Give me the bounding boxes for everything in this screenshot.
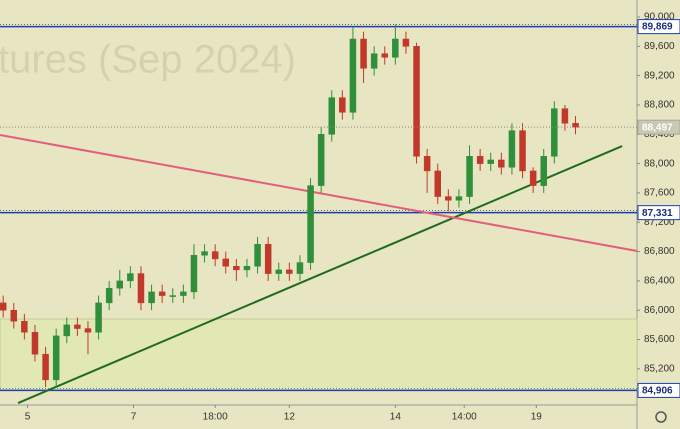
- candle-body: [0, 302, 7, 311]
- candle-body: [148, 291, 155, 304]
- x-tick-label: 18:00: [203, 412, 228, 423]
- y-tick-label: 88,000: [644, 158, 675, 169]
- candle-body: [572, 123, 579, 128]
- candle-body: [84, 328, 92, 333]
- candle-body: [42, 353, 49, 381]
- candle-body: [339, 97, 346, 113]
- y-tick-label: 86,400: [644, 276, 675, 287]
- candle-body: [529, 170, 537, 186]
- candle-body: [74, 324, 81, 329]
- candle-body: [211, 251, 219, 260]
- candle-body: [275, 269, 283, 274]
- level-tag: 84,906: [642, 386, 673, 397]
- trend-line: [0, 134, 638, 252]
- x-tick-label: 14: [390, 412, 402, 423]
- x-tick-label: 12: [284, 412, 296, 423]
- y-tick-label: 85,600: [644, 334, 675, 345]
- candle-body: [233, 265, 240, 271]
- candle-body: [498, 159, 505, 168]
- candle-body: [180, 291, 187, 296]
- candle-body: [95, 302, 102, 333]
- candle-body: [328, 97, 335, 135]
- level-tag-bg: [637, 205, 680, 221]
- candle-body: [286, 269, 293, 274]
- candle-body: [381, 53, 388, 58]
- candle-body: [349, 38, 357, 113]
- candle-body: [264, 243, 272, 274]
- y-tick-label: 89,200: [644, 70, 675, 81]
- y-tick-label: 87,200: [644, 217, 675, 228]
- candle-body: [63, 324, 71, 337]
- x-tick-label: 14:00: [452, 412, 477, 423]
- candle-body: [222, 258, 230, 267]
- candle-body: [466, 156, 473, 197]
- y-tick-label: 85,200: [644, 364, 675, 375]
- x-tick-label: 7: [131, 412, 137, 423]
- level-tag-bg: [637, 382, 680, 398]
- last-price-tag-bg: [637, 119, 680, 135]
- candle-body: [254, 243, 261, 267]
- candle-body: [105, 287, 113, 304]
- x-tick-label: 19: [531, 412, 543, 423]
- candle-body: [445, 196, 452, 201]
- candle-body: [455, 196, 463, 201]
- candle-body: [307, 185, 314, 263]
- x-tick-label: 5: [25, 412, 31, 423]
- candle-body: [423, 156, 431, 172]
- level-tag: 87,331: [642, 208, 673, 219]
- candle-body: [434, 170, 441, 197]
- candle-body: [402, 38, 410, 47]
- y-tick-label: 88,800: [644, 100, 675, 111]
- candle-body: [476, 156, 484, 164]
- candle-body: [540, 156, 547, 186]
- candle-body: [561, 108, 569, 124]
- candle-body: [127, 273, 134, 282]
- trend-line: [17, 145, 623, 404]
- level-tag-bg: [637, 19, 680, 35]
- candle-body: [487, 159, 494, 164]
- candle-body: [392, 38, 399, 58]
- zone: [0, 318, 638, 391]
- candle-body: [137, 273, 145, 304]
- candle-body: [551, 108, 558, 157]
- level-tag: 89,869: [642, 22, 673, 33]
- candle-body: [10, 309, 18, 322]
- candle-body: [52, 335, 60, 381]
- candle-body: [519, 130, 526, 172]
- candle-body: [201, 251, 208, 256]
- watermark: tures (Sep 2024): [0, 38, 296, 82]
- candle-body: [169, 295, 177, 297]
- candle-body: [370, 53, 378, 69]
- y-tick-label: 87,600: [644, 188, 675, 199]
- candle-body: [243, 265, 251, 271]
- candle-body: [317, 134, 325, 186]
- candle-body: [296, 262, 304, 274]
- y-tick-label: 89,600: [644, 41, 675, 52]
- candle-body: [413, 46, 420, 157]
- y-tick-label: 90,000: [644, 12, 675, 23]
- y-tick-label: 86,000: [644, 305, 675, 316]
- candle-body: [158, 291, 166, 296]
- settings-icon[interactable]: [655, 411, 667, 423]
- y-tick-label: 86,800: [644, 246, 675, 257]
- candle-body: [21, 320, 28, 333]
- last-price-tag: 88,497: [642, 122, 673, 133]
- candle-body: [508, 130, 516, 168]
- candle-body: [190, 254, 198, 293]
- candle-body: [360, 38, 367, 69]
- candle-body: [31, 331, 39, 355]
- candle-body: [116, 280, 124, 289]
